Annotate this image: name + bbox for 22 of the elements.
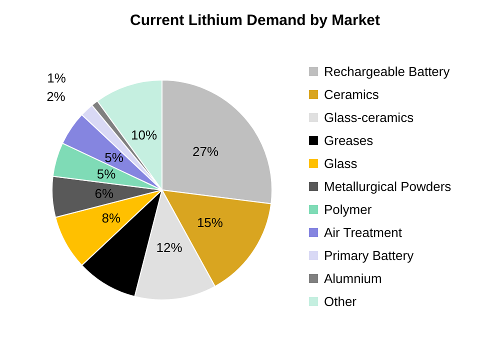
legend-label: Rechargeable Battery [324,64,450,79]
data-label: 8% [102,210,122,226]
data-label: 1% [47,70,66,86]
data-label: 27% [192,144,219,160]
data-label: 2% [46,89,66,104]
legend-label: Metallurgical Powders [324,179,452,194]
data-label: 10% [131,127,158,142]
data-label: 5% [96,166,116,182]
legend-label: Greases [324,133,374,148]
data-label: 12% [156,240,183,256]
data-label: 6% [94,186,114,202]
chart-title: Current Lithium Demand by Market [130,12,380,29]
data-label: 5% [104,150,124,165]
legend-label: Ceramics [324,87,380,102]
data-label: 15% [196,215,224,230]
legend-label: Primary Battery [324,248,414,263]
legend-label: Glass [324,156,358,171]
legend-label: Air Treatment [324,225,402,240]
legend-label: Polymer [324,202,372,217]
legend-label: Alumnium [324,271,382,286]
legend-label: Glass-ceramics [324,110,414,125]
legend-label: Other [324,294,358,309]
